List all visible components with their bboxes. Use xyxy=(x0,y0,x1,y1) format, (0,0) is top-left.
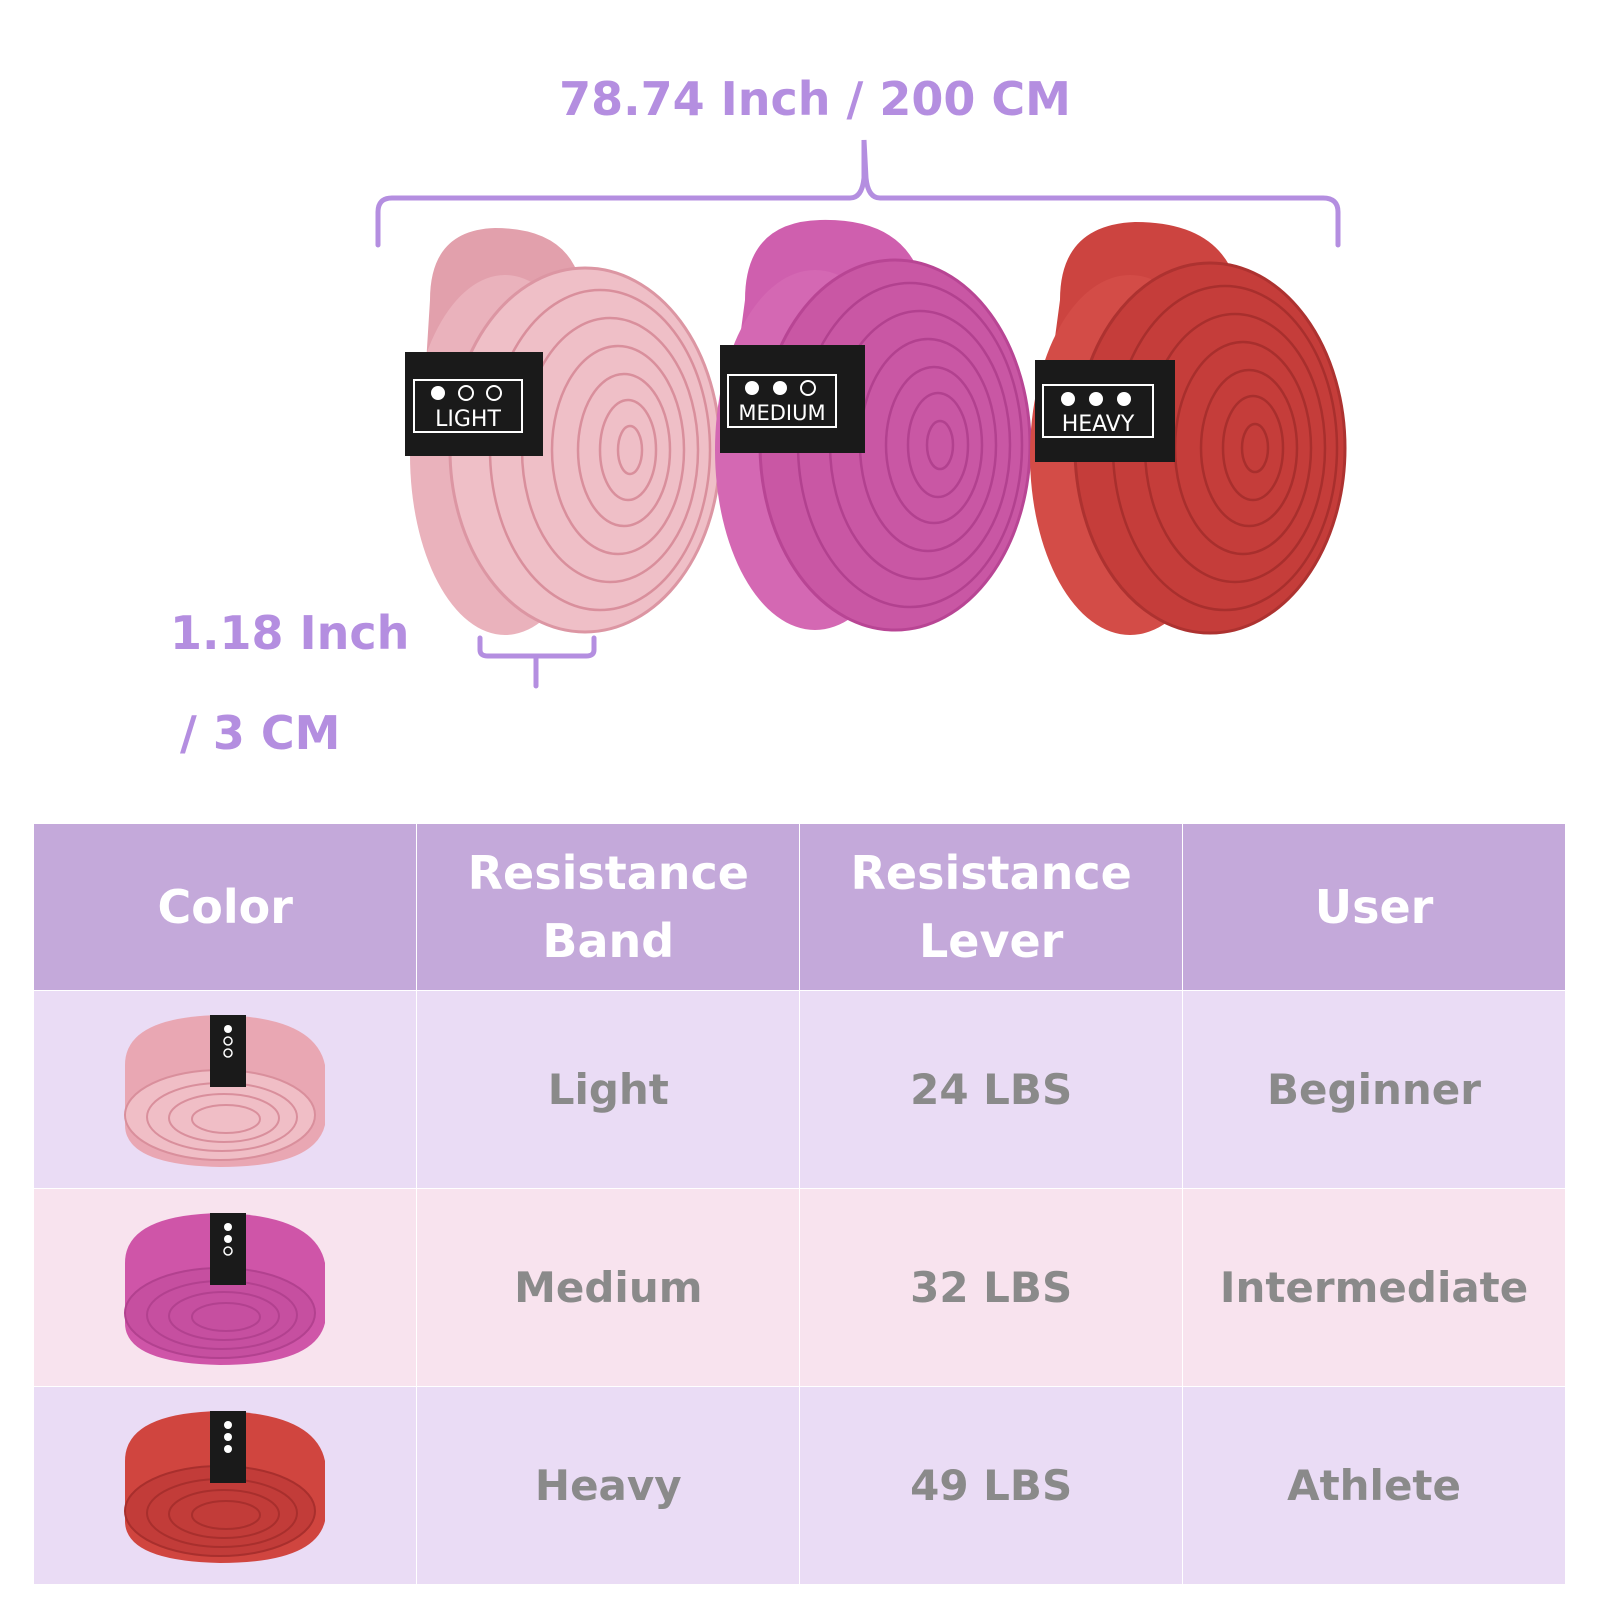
header-user: User xyxy=(1182,824,1566,991)
light-lever-cell: 24 LBS xyxy=(799,990,1184,1189)
table-row: Medium 32 LBS Intermediate xyxy=(34,1188,1566,1387)
length-dimension-label: 78.74 Inch / 200 CM xyxy=(559,72,1071,126)
medium-tag-text: MEDIUM xyxy=(738,401,825,425)
table-header-row: Color Resistance Band Resistance Lever U… xyxy=(34,824,1566,991)
light-tag-text: LIGHT xyxy=(435,407,501,432)
width-dimension-label-inch: 1.18 Inch xyxy=(170,606,410,660)
heavy-band-image: HEAVY xyxy=(1030,222,1347,635)
header-color: Color xyxy=(34,824,418,991)
heavy-band-cell: Heavy xyxy=(416,1386,801,1585)
medium-color-cell xyxy=(34,1188,418,1387)
table-row: Heavy 49 LBS Athlete xyxy=(34,1386,1566,1585)
medium-band-cell: Medium xyxy=(416,1188,801,1387)
length-bracket xyxy=(375,139,1341,248)
light-band-image: LIGHT xyxy=(405,228,722,635)
header-resistance-lever: Resistance Lever xyxy=(799,824,1184,991)
heavy-color-cell xyxy=(34,1386,418,1585)
resistance-spec-table: Color Resistance Band Resistance Lever U… xyxy=(34,824,1566,1585)
light-color-cell xyxy=(34,990,418,1189)
header-resistance-band: Resistance Band xyxy=(416,824,801,991)
medium-band-image: MEDIUM xyxy=(715,219,1032,632)
light-band-thumbnail xyxy=(124,1014,326,1167)
table-row: Light 24 LBS Beginner xyxy=(34,990,1566,1189)
light-band-cell: Light xyxy=(416,990,801,1189)
heavy-lever-cell: 49 LBS xyxy=(799,1386,1184,1585)
medium-lever-cell: 32 LBS xyxy=(799,1188,1184,1387)
light-user-cell: Beginner xyxy=(1182,990,1566,1189)
medium-band-thumbnail xyxy=(124,1212,326,1365)
heavy-tag-text: HEAVY xyxy=(1062,412,1135,437)
width-bracket xyxy=(477,635,597,689)
heavy-user-cell: Athlete xyxy=(1182,1386,1566,1585)
medium-user-cell: Intermediate xyxy=(1182,1188,1566,1387)
hero-illustration: LIGHT MEDIUM xyxy=(375,139,1347,689)
width-dimension-label-cm: / 3 CM xyxy=(180,706,341,760)
heavy-band-thumbnail xyxy=(124,1410,326,1563)
